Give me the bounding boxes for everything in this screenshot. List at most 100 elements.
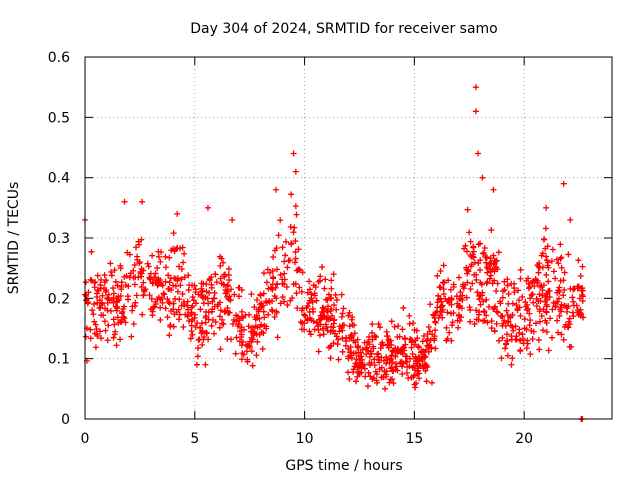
data-point (291, 224, 298, 231)
data-point (422, 353, 429, 360)
data-point (508, 280, 515, 287)
data-point (327, 343, 334, 350)
data-point (258, 321, 265, 328)
data-point (415, 343, 422, 350)
data-point (292, 203, 299, 210)
data-point (531, 283, 538, 290)
data-point (284, 264, 291, 271)
data-point (114, 314, 121, 321)
data-point (516, 297, 523, 304)
data-point (152, 300, 159, 307)
data-point (162, 305, 169, 312)
data-point (519, 336, 526, 343)
data-point (446, 329, 453, 336)
data-point (473, 271, 480, 278)
data-point (285, 257, 292, 264)
data-point (95, 287, 102, 294)
data-point (327, 355, 334, 362)
data-point (225, 272, 232, 279)
data-point (375, 353, 382, 360)
data-point (566, 343, 573, 350)
data-point (200, 300, 207, 307)
data-point (432, 310, 439, 317)
data-point (197, 324, 204, 331)
data-point (99, 300, 106, 307)
data-point (145, 263, 152, 270)
data-point (373, 371, 380, 378)
data-point (217, 275, 224, 282)
data-point (367, 348, 374, 355)
y-tick-label: 0.1 (48, 352, 70, 368)
data-point (499, 313, 506, 320)
data-point (491, 266, 498, 273)
data-point (491, 328, 498, 335)
data-point (390, 380, 397, 387)
data-point (97, 304, 104, 311)
data-point (204, 204, 211, 211)
data-point (480, 298, 487, 305)
data-point (133, 292, 140, 299)
data-point (494, 280, 501, 287)
data-point (240, 351, 247, 358)
data-point (216, 324, 223, 331)
data-point (549, 306, 556, 313)
data-point (560, 336, 567, 343)
data-point (110, 294, 117, 301)
data-point (528, 292, 535, 299)
data-point (339, 348, 346, 355)
data-point (435, 296, 442, 303)
data-point (575, 283, 582, 290)
data-point (174, 274, 181, 281)
data-point (424, 336, 431, 343)
data-point (483, 312, 490, 319)
data-point (243, 348, 250, 355)
data-point (347, 344, 354, 351)
data-point (523, 345, 530, 352)
data-point (315, 348, 322, 355)
data-point (258, 300, 265, 307)
data-point (332, 291, 339, 298)
data-point (110, 334, 117, 341)
data-point (370, 343, 377, 350)
data-point (149, 280, 156, 287)
data-point (251, 304, 258, 311)
data-point (188, 322, 195, 329)
data-point (346, 375, 353, 382)
data-point (529, 291, 536, 298)
data-point (199, 287, 206, 294)
data-point (287, 297, 294, 304)
data-point (170, 230, 177, 237)
data-point (330, 271, 337, 278)
data-point (389, 348, 396, 355)
data-point (373, 334, 380, 341)
data-point (561, 323, 568, 330)
data-point (272, 284, 279, 291)
data-point (483, 259, 490, 266)
data-point (455, 312, 462, 319)
data-point (354, 373, 361, 380)
data-point (411, 326, 418, 333)
data-point (323, 316, 330, 323)
data-point (88, 277, 95, 284)
data-point (457, 289, 464, 296)
data-point (415, 344, 422, 351)
data-point (434, 299, 441, 306)
data-point (328, 285, 335, 292)
data-point (548, 334, 555, 341)
data-point (147, 276, 154, 283)
data-point (450, 284, 457, 291)
data-point (94, 272, 101, 279)
data-point (464, 248, 471, 255)
data-point (476, 296, 483, 303)
data-point (171, 311, 178, 318)
data-point (388, 318, 395, 325)
data-point (133, 244, 140, 251)
data-point (479, 174, 486, 181)
data-point (377, 324, 384, 331)
data-point (166, 332, 173, 339)
data-point (283, 284, 290, 291)
data-point (501, 278, 508, 285)
data-point (174, 210, 181, 217)
data-point (87, 335, 94, 342)
data-point (495, 337, 502, 344)
